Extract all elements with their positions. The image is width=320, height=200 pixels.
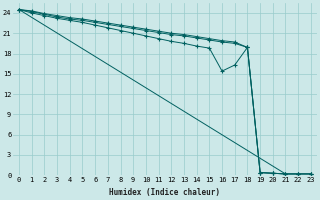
X-axis label: Humidex (Indice chaleur): Humidex (Indice chaleur) — [109, 188, 220, 197]
